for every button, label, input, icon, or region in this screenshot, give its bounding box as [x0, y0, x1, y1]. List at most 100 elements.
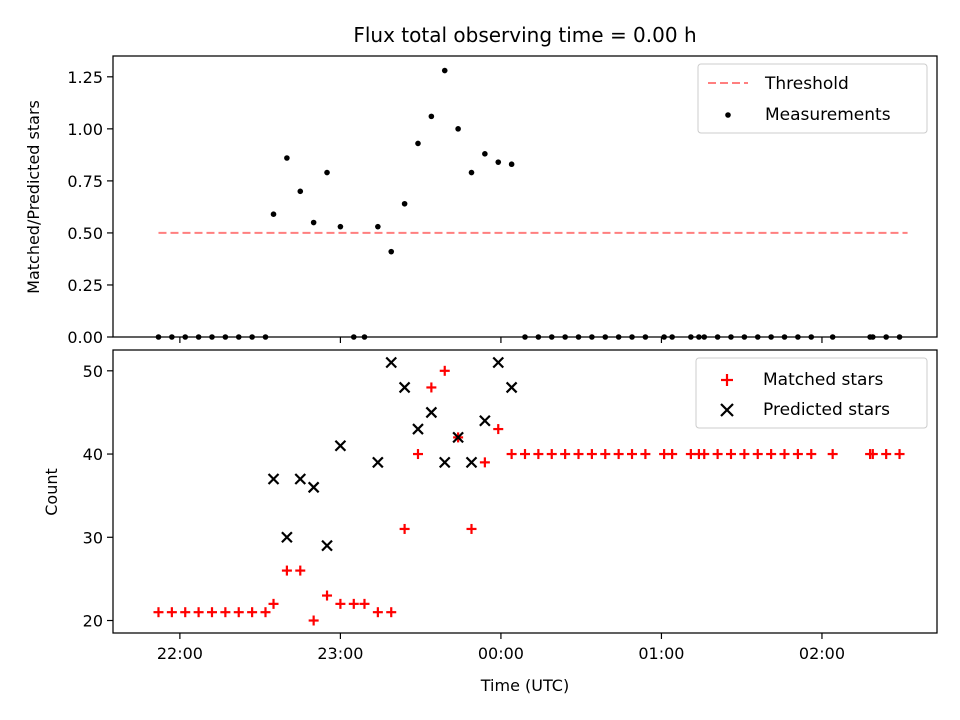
matched-star-point: [335, 598, 346, 609]
legend-predicted-label: Predicted stars: [763, 400, 890, 420]
matched-star-point: [506, 449, 517, 460]
x-tick-label: 02:00: [799, 644, 845, 663]
measurement-point: [669, 334, 675, 340]
matched-star-point: [881, 449, 892, 460]
matched-star-point: [613, 449, 624, 460]
matched-star-point: [247, 607, 258, 618]
matched-star-point: [479, 457, 490, 468]
measurement-point: [350, 334, 357, 340]
measurement-point: [270, 211, 277, 217]
measurement-points: [155, 67, 903, 340]
matched-star-point: [386, 607, 397, 618]
measurement-point: [714, 334, 721, 340]
bottom-y-tick-label: 40: [83, 445, 103, 464]
matched-star-point: [348, 598, 359, 609]
matched-star-point: [792, 449, 803, 460]
matched-star-point: [533, 449, 544, 460]
predicted-stars-points: [267, 356, 518, 552]
top-legend-box: [697, 63, 928, 134]
top-y-tick-label: 0.25: [67, 276, 103, 295]
measurement-point: [222, 334, 229, 340]
matched-star-point: [412, 449, 423, 460]
matched-star-point: [600, 449, 611, 460]
measurement-point: [441, 67, 448, 74]
matched-star-point: [779, 449, 790, 460]
measurement-point: [602, 334, 609, 340]
bottom-y-tick-label: 20: [83, 612, 103, 631]
measurement-point: [808, 334, 815, 340]
matched-star-point: [193, 607, 204, 618]
matched-star-point: [166, 607, 177, 618]
bottom-legend: Matched stars Predicted stars: [695, 357, 928, 429]
measurement-point: [741, 334, 748, 340]
matched-star-point: [827, 449, 838, 460]
x-tick-label: 22:00: [157, 644, 203, 663]
matched-star-point: [268, 598, 279, 609]
measurement-point: [701, 334, 708, 340]
legend-matched-label: Matched stars: [763, 370, 883, 390]
predicted-star-point: [425, 406, 438, 419]
measurement-point: [508, 161, 515, 168]
predicted-star-point: [385, 356, 398, 369]
chart-title: Flux total observing time = 0.00 h: [353, 23, 696, 47]
matched-star-point: [739, 449, 750, 460]
matched-star-point: [322, 590, 333, 601]
measurement-point: [324, 169, 330, 176]
top-y-ticks: 0.00 0.25 0.50 0.75 1.00 1.25: [67, 68, 113, 347]
measurement-point: [195, 334, 202, 340]
measurement-point: [482, 151, 488, 157]
matched-star-point: [766, 449, 777, 460]
measurement-point: [388, 248, 395, 255]
x-axis-label: Time (UTC): [480, 676, 569, 695]
matched-stars-points: [153, 365, 905, 626]
matched-star-point: [372, 607, 383, 618]
measurement-point: [337, 223, 344, 230]
matched-star-point: [752, 449, 763, 460]
measurement-point: [562, 334, 568, 340]
top-y-tick-label: 0.50: [67, 224, 103, 243]
measurement-point: [575, 334, 582, 340]
bottom-legend-box: [695, 357, 928, 429]
measurement-point: [495, 159, 502, 165]
top-x-ticks: [179, 337, 823, 343]
measurement-point: [310, 219, 317, 226]
predicted-star-point: [321, 539, 333, 552]
predicted-star-point: [438, 456, 451, 469]
top-y-tick-label: 0.75: [67, 172, 103, 191]
top-y-tick-label: 1.25: [67, 68, 103, 87]
predicted-star-point: [492, 356, 505, 369]
bottom-y-tick-label: 30: [83, 528, 103, 547]
predicted-star-point: [452, 431, 464, 444]
measurement-point: [548, 334, 555, 340]
measurement-point: [589, 334, 595, 340]
measurement-point: [401, 200, 408, 207]
measurement-point: [428, 113, 435, 120]
bottom-y-axis-label: Count: [42, 468, 61, 516]
measurement-point: [883, 334, 889, 340]
matched-star-point: [426, 382, 437, 393]
predicted-star-point: [505, 381, 518, 394]
legend-predicted-swatch: [720, 403, 734, 417]
measurement-point: [522, 334, 528, 340]
top-y-tick-label: 1.00: [67, 120, 103, 139]
measurement-point: [661, 334, 667, 340]
measurement-point: [209, 334, 215, 340]
bottom-y-ticks: 20 30 40 50: [83, 362, 113, 631]
x-tick-label: 00:00: [478, 644, 524, 663]
matched-star-point: [206, 607, 217, 618]
predicted-star-point: [398, 381, 411, 394]
measurement-point: [155, 334, 162, 340]
matched-star-point: [233, 607, 244, 618]
measurement-point: [535, 334, 542, 340]
matched-star-point: [466, 523, 477, 534]
measurement-point: [415, 140, 421, 147]
measurement-point: [455, 126, 461, 132]
measurement-point: [754, 334, 761, 340]
measurement-point: [795, 334, 801, 340]
matched-star-point: [627, 449, 638, 460]
measurement-point: [361, 334, 368, 340]
legend-threshold-label: Threshold: [764, 74, 849, 94]
matched-star-point: [546, 449, 557, 460]
measurement-point: [896, 334, 903, 340]
